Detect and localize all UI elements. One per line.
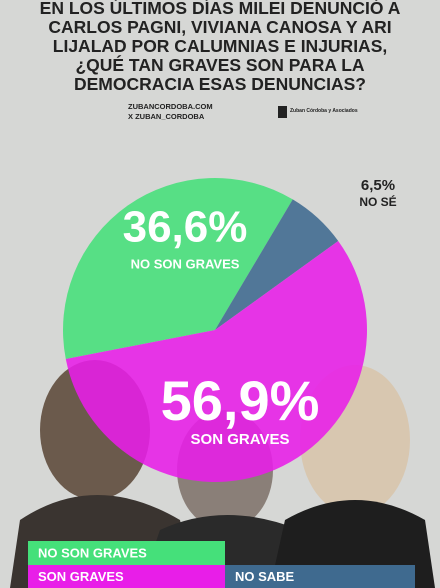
brand: Zuban Córdoba y Asociados [290, 108, 358, 114]
pie-slice [215, 199, 339, 330]
source-social: X ZUBAN_CORDOBA [128, 112, 205, 121]
pie-slice [63, 178, 293, 360]
legend-label: SON GRAVES [38, 569, 124, 584]
source-web: ZUBANCORDOBA.COM [128, 102, 213, 111]
value-label: 6,5% [361, 177, 395, 194]
value-label: 36,6% [123, 203, 248, 252]
legend-swatch [225, 565, 415, 588]
legend-swatch [28, 565, 225, 588]
legend-swatch [28, 541, 225, 565]
legend-label: NO SABE [235, 569, 295, 584]
legend-label: NO SON GRAVES [38, 545, 147, 560]
pie-slice [65, 241, 368, 483]
value-label: 56,9% [161, 369, 320, 432]
category-label: NO SON GRAVES [131, 256, 240, 271]
brand-logo [278, 106, 287, 118]
chart-title: EN LOS ÚLTIMOS DÍAS MILEI DENUNCIÓ A CARL… [40, 0, 401, 94]
category-label: SON GRAVES [191, 431, 290, 448]
category-label: NO SÉ [359, 194, 396, 209]
